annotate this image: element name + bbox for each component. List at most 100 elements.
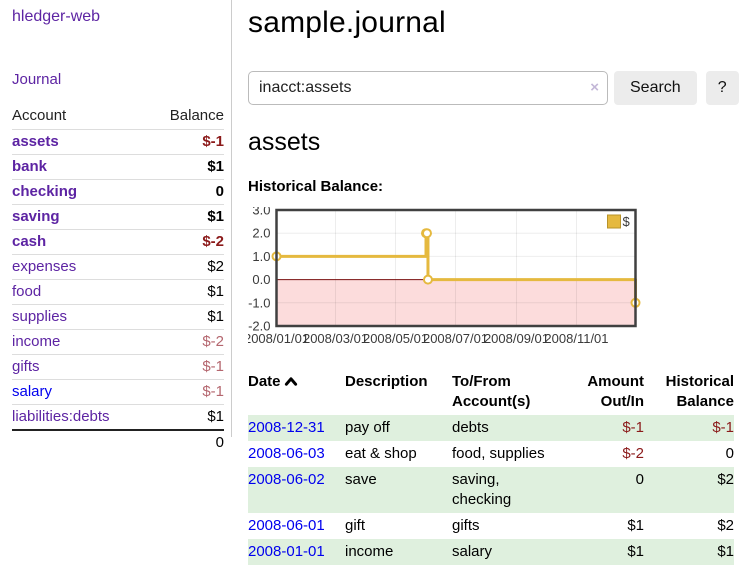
account-link-supplies[interactable]: supplies: [12, 308, 68, 325]
transaction-date-link[interactable]: 2008-06-02: [248, 471, 325, 488]
register-header-description: Description: [345, 373, 428, 390]
account-link-salary[interactable]: salary: [12, 383, 53, 400]
x-axis-tick-label: 2008/07/01: [423, 331, 488, 346]
register-row: 2008-06-03 eat & shop food, supplies $-2 0: [248, 441, 734, 467]
legend-swatch: [607, 214, 621, 229]
register-date-cell: 2008-06-03: [248, 441, 345, 467]
journal-link[interactable]: Journal: [12, 71, 62, 88]
register-row: 2008-01-01 income salary $1 $1: [248, 539, 734, 565]
account-link-saving[interactable]: saving: [12, 208, 60, 225]
account-balance: $1: [148, 204, 224, 230]
accounts-table: Account Balance assets $-1 bank $1 checking 0…: [12, 105, 224, 455]
x-axis-tick-label: 2008/01/01: [248, 331, 309, 346]
y-axis-tick-label: -2.0: [248, 319, 270, 334]
transaction-date-link[interactable]: 2008-01-01: [248, 543, 325, 560]
transaction-date-link[interactable]: 2008-12-31: [248, 419, 325, 436]
register-table: Date Description To/From Account(s) Amou…: [248, 369, 734, 565]
accounts-body: assets $-1 bank $1 checking 0 saving $1 cash $-2 e…: [12, 129, 224, 430]
register-date-cell: 2008-01-01: [248, 539, 345, 565]
register-header-balance: Historical Balance: [665, 373, 734, 410]
sidebar: hledger-web Journal Account Balance asse…: [0, 0, 232, 455]
register-balance: $2: [717, 517, 734, 534]
account-link-assets[interactable]: assets: [12, 133, 59, 150]
accounts-total-balance: 0: [148, 429, 224, 455]
register-body: 2008-12-31 pay off debts $-1 $-1 2008-06-03 ea…: [248, 415, 734, 565]
account-row: food $1: [12, 279, 224, 305]
account-name-cell: gifts: [12, 354, 149, 380]
account-row: gifts $-1: [12, 354, 224, 380]
main-content: sample.journal × Search ? assets Histori…: [232, 0, 742, 582]
x-axis-tick-label: 2008/03/01: [303, 331, 368, 346]
account-row: income $-2: [12, 329, 224, 355]
account-row: checking 0: [12, 179, 224, 205]
register-amount: $1: [627, 543, 644, 560]
account-name-cell: liabilities:debts: [12, 404, 149, 430]
account-balance: $-1: [148, 354, 224, 380]
search-button[interactable]: Search: [614, 71, 697, 105]
account-balance: $-2: [148, 329, 224, 355]
account-balance: $1: [148, 154, 224, 180]
account-row: supplies $1: [12, 304, 224, 330]
x-axis-tick-label: 2008/05/01: [363, 331, 428, 346]
register-header-date[interactable]: Date: [248, 369, 345, 415]
register-accounts: saving, checking: [452, 471, 512, 508]
account-row: expenses $2: [12, 254, 224, 280]
account-row: bank $1: [12, 154, 224, 180]
account-row: liabilities:debts $1: [12, 404, 224, 430]
x-axis-tick-label: 2008/09/01: [484, 331, 549, 346]
chart-negative-region: [276, 279, 636, 326]
search-form: × Search ?: [248, 71, 742, 105]
register-date-cell: 2008-06-02: [248, 467, 345, 513]
account-name-cell: saving: [12, 204, 149, 230]
account-name-cell: cash: [12, 229, 149, 255]
x-axis-tick-label: 2008/11/01: [544, 331, 608, 346]
account-link-expenses[interactable]: expenses: [12, 258, 77, 275]
chart-data-point: [421, 228, 432, 239]
search-input[interactable]: [248, 71, 608, 105]
register-description: save: [345, 471, 377, 488]
register-balance: $-1: [712, 419, 734, 436]
account-name-cell: salary: [12, 379, 149, 405]
transaction-date-link[interactable]: 2008-06-03: [248, 445, 325, 462]
accounts-header-balance: Balance: [169, 107, 224, 124]
y-axis-tick-label: 2.0: [252, 226, 270, 241]
account-title: assets: [248, 128, 321, 156]
account-link-liabilities-debts[interactable]: liabilities:debts: [12, 408, 110, 425]
chart-border: [275, 208, 637, 328]
account-name-cell: food: [12, 279, 149, 305]
register-amount: $-1: [622, 419, 644, 436]
clear-search-icon[interactable]: ×: [590, 79, 599, 96]
register-description: gift: [345, 517, 366, 534]
chart-canvas: 3.0 2.0 1.0 0.0 -1.0 -2.02008/01/012008/03/01…: [244, 203, 641, 346]
register-header-amount: Amount Out/In: [587, 373, 644, 410]
help-button[interactable]: ?: [705, 71, 739, 105]
account-balance: $-1: [148, 379, 224, 405]
account-link-checking[interactable]: checking: [12, 183, 78, 200]
register-balance: 0: [725, 445, 734, 462]
y-axis-tick-label: 0.0: [252, 272, 270, 287]
chart-data-point: [422, 274, 433, 285]
account-link-bank[interactable]: bank: [12, 158, 48, 175]
search-input-wrap: ×: [248, 71, 608, 105]
register-balance: $1: [717, 543, 734, 560]
transaction-date-link[interactable]: 2008-06-01: [248, 517, 325, 534]
account-link-income[interactable]: income: [12, 333, 61, 350]
register-accounts: food, supplies: [452, 445, 545, 462]
y-axis-tick-label: 3.0: [252, 207, 270, 218]
account-balance: $2: [148, 254, 224, 280]
account-link-food[interactable]: food: [12, 283, 42, 300]
register-date-cell: 2008-06-01: [248, 513, 345, 539]
register-header-date-label: Date: [248, 373, 281, 390]
register-header-accounts: To/From Account(s): [452, 373, 531, 410]
register-description: income: [345, 543, 394, 560]
chart-title: Historical Balance:: [248, 178, 384, 195]
account-row: assets $-1: [12, 129, 224, 155]
account-name-cell: assets: [12, 129, 149, 155]
account-link-gifts[interactable]: gifts: [12, 358, 40, 375]
account-row: salary $-1: [12, 379, 224, 405]
account-link-cash[interactable]: cash: [12, 233, 47, 250]
register-row: 2008-06-01 gift gifts $1 $2: [248, 513, 734, 539]
brand-link[interactable]: hledger-web: [12, 8, 101, 25]
account-balance: $-2: [148, 229, 224, 255]
register-date-cell: 2008-12-31: [248, 415, 345, 441]
